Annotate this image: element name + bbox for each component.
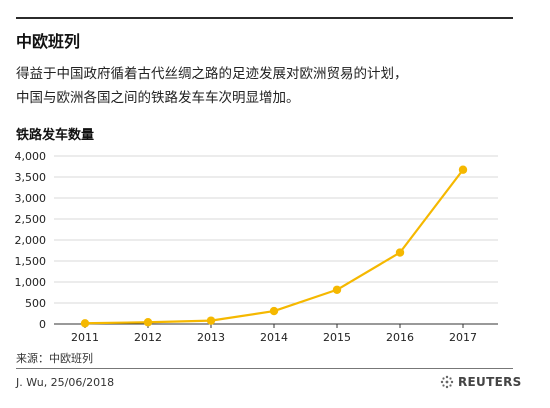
- y-tick-label: 0: [39, 318, 46, 331]
- y-tick-label: 1,000: [15, 276, 47, 289]
- x-tick-label: 2011: [71, 331, 99, 344]
- bottom-rule: [16, 368, 513, 369]
- reuters-brand: REUTERS: [440, 375, 522, 389]
- data-point: [395, 248, 405, 257]
- data-point: [143, 318, 153, 327]
- author-credit: J. Wu, 25/06/2018: [16, 376, 115, 389]
- series-line: [84, 169, 464, 325]
- chart-title: 中欧班列: [16, 32, 81, 51]
- data-point: [80, 319, 90, 328]
- data-point: [206, 316, 216, 325]
- x-tick-label: 2017: [449, 331, 477, 344]
- x-tick-label: 2013: [197, 331, 225, 344]
- source-note: 来源：中欧班列: [16, 352, 93, 365]
- top-rule: [16, 17, 513, 19]
- y-tick-label: 500: [25, 297, 46, 310]
- y-tick-label: 2,500: [15, 213, 47, 226]
- data-point: [458, 165, 468, 174]
- y-tick-label: 3,500: [15, 171, 47, 184]
- chart-description: 得益于中国政府循着古代丝绸之路的足迹发展对欧洲贸易的计划， 中国与欧洲各国之间的…: [16, 62, 408, 110]
- x-tick-label: 2015: [323, 331, 351, 344]
- y-tick-label: 3,000: [15, 192, 47, 205]
- x-tick-label: 2014: [260, 331, 288, 344]
- description-line-1: 得益于中国政府循着古代丝绸之路的足迹发展对欧洲贸易的计划，: [16, 66, 408, 82]
- data-point: [332, 285, 342, 294]
- data-point: [269, 306, 279, 316]
- y-axis-title: 铁路发车数量: [16, 128, 95, 143]
- brand-name: REUTERS: [458, 375, 522, 389]
- reuters-logo-icon: [440, 375, 454, 389]
- y-tick-label: 2,000: [15, 234, 47, 247]
- y-tick-label: 1,500: [15, 255, 47, 268]
- x-tick-label: 2016: [386, 331, 414, 344]
- description-line-2: 中国与欧洲各国之间的铁路发车车次明显增加。: [16, 90, 300, 106]
- x-tick-label: 2012: [134, 331, 162, 344]
- y-tick-label: 4,000: [15, 150, 47, 163]
